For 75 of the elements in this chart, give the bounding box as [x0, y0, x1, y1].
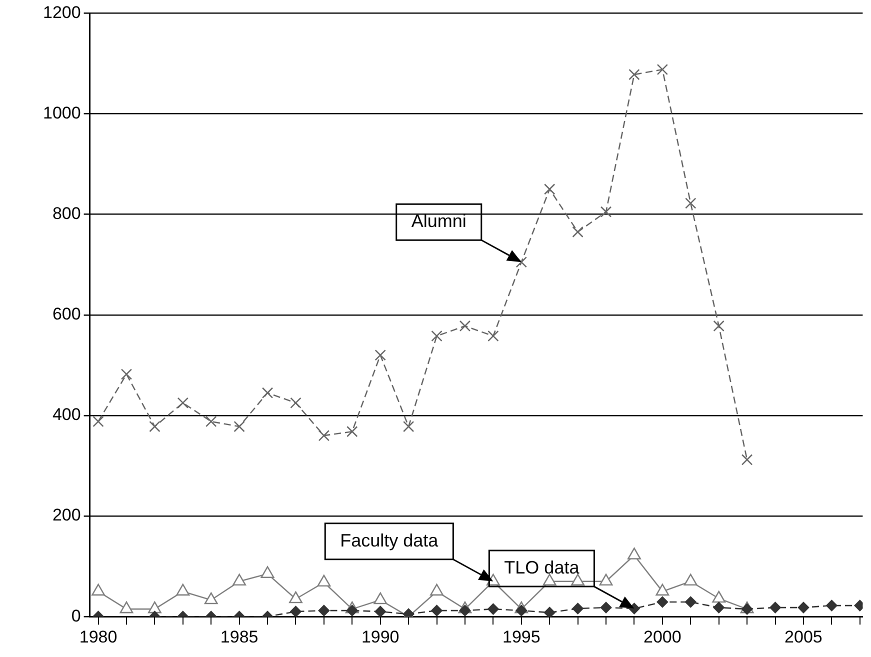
x-tick-label: 2005 [784, 627, 822, 646]
point [516, 256, 527, 268]
y-tick-label: 400 [52, 405, 81, 424]
point [234, 420, 245, 432]
point [656, 596, 668, 608]
point [459, 320, 471, 332]
point [374, 592, 388, 604]
point [374, 350, 386, 361]
point [712, 590, 726, 603]
point [516, 604, 528, 616]
point [149, 420, 160, 432]
point [431, 330, 442, 342]
series-label: TLO data [504, 558, 580, 578]
point [262, 387, 274, 398]
point [431, 604, 442, 616]
point [176, 584, 190, 596]
point [318, 604, 330, 616]
point [544, 184, 556, 195]
point [798, 602, 810, 614]
point [488, 330, 499, 342]
point [572, 226, 584, 238]
point [685, 198, 696, 209]
point [92, 416, 104, 428]
point [488, 603, 499, 615]
point [402, 420, 414, 432]
point [571, 574, 585, 586]
point [374, 606, 386, 617]
point [346, 604, 358, 616]
x-tick-label: 1990 [361, 627, 400, 646]
point [544, 606, 556, 617]
point [289, 591, 302, 604]
point [120, 601, 134, 614]
point [148, 601, 162, 614]
text: Alumni [411, 211, 466, 232]
series-label: Faculty data [340, 530, 440, 550]
point [232, 574, 246, 586]
point [826, 600, 838, 612]
point [599, 574, 613, 586]
point [459, 604, 471, 616]
point [318, 430, 330, 442]
x-tick-label: 2000 [644, 627, 682, 646]
point [713, 320, 724, 332]
point [542, 574, 556, 586]
point [656, 584, 670, 596]
point [346, 426, 358, 438]
x-tick-label: 1980 [79, 627, 118, 646]
point [92, 584, 105, 596]
point [317, 574, 331, 587]
y-tick-label: 200 [52, 506, 81, 525]
point [572, 602, 584, 614]
point [684, 574, 698, 586]
y-tick-label: 1200 [42, 2, 81, 22]
y-tick-label: 1000 [42, 103, 81, 122]
point [628, 548, 641, 560]
point [656, 64, 668, 76]
point [600, 206, 612, 218]
point [430, 584, 444, 596]
x-tick-label: 1995 [502, 627, 540, 646]
point [206, 416, 217, 428]
point [120, 368, 132, 380]
point [684, 596, 696, 608]
point [741, 454, 753, 466]
x-tick-label: 1985 [220, 627, 258, 646]
point [260, 566, 274, 578]
y-tick-label: 600 [52, 304, 81, 324]
point [290, 606, 302, 617]
point [770, 602, 781, 614]
y-tick-label: 0 [71, 606, 81, 626]
point [177, 397, 189, 408]
point [204, 592, 218, 604]
point [290, 397, 302, 408]
point [600, 602, 612, 614]
point [628, 68, 640, 80]
point [713, 602, 724, 614]
y-tick-label: 800 [52, 204, 81, 224]
